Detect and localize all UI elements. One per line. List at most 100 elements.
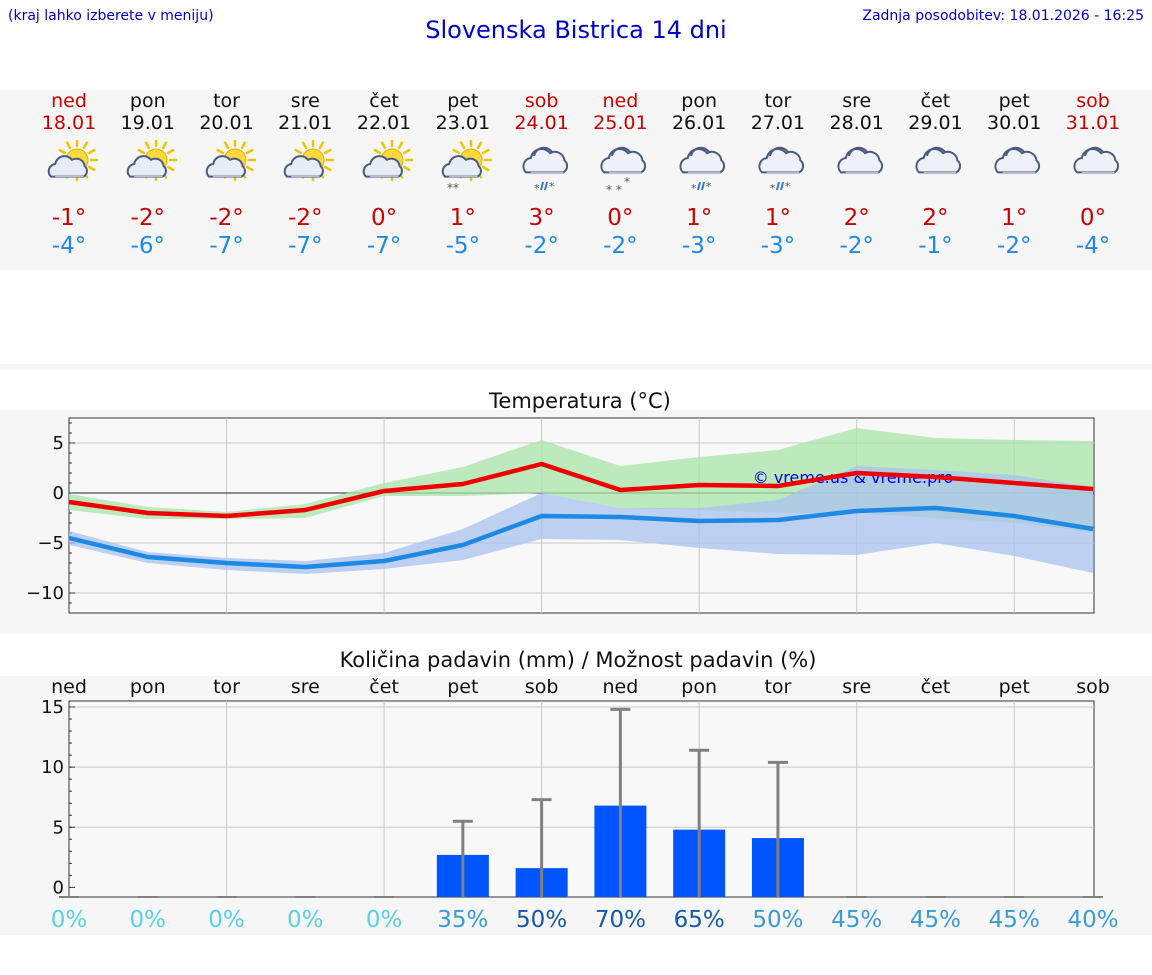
cloud-sleet-icon: * * xyxy=(679,146,726,195)
day-name: pon xyxy=(129,90,166,112)
sun-cloud-icon xyxy=(47,140,99,182)
temp-max: 0° xyxy=(607,205,634,231)
day-date: 30.01 xyxy=(987,112,1042,134)
temp-max: -1° xyxy=(51,205,87,231)
svg-text:*: * xyxy=(534,182,540,195)
temp-min: -7° xyxy=(288,233,323,259)
day-name: tor xyxy=(213,90,240,112)
day-column: sre 28.01 2° -2° xyxy=(818,90,896,260)
day-column: čet 29.01 2° -1° xyxy=(896,90,974,260)
temp-max: 2° xyxy=(922,205,949,231)
page-title: Slovenska Bistrica 14 dni xyxy=(425,16,727,44)
temp-min: -7° xyxy=(209,233,244,259)
weather-icon-wrap xyxy=(915,146,962,174)
sun-cloud-icon xyxy=(205,140,256,182)
precip-band xyxy=(0,676,1152,935)
temp-min: -6° xyxy=(130,233,165,259)
weather-icon-wrap: ** xyxy=(679,146,726,195)
weather-icon-wrap xyxy=(994,146,1041,174)
day-date: 28.01 xyxy=(829,112,884,134)
last-update: Zadnja posodobitev: 18.01.2026 - 16:25 xyxy=(862,8,1144,24)
day-column: pon 26.01 * * 1° -3° xyxy=(660,90,738,260)
weather-icon-wrap: ** xyxy=(522,146,568,195)
temp-max: 1° xyxy=(686,205,713,231)
day-column: pet 23.01 ** 1° -5° xyxy=(424,90,502,260)
sun-cloud-icon xyxy=(362,140,414,182)
weather-icon-wrap xyxy=(362,140,414,182)
temp-max: -2° xyxy=(130,205,165,231)
day-date: 25.01 xyxy=(593,112,648,134)
cloud-icon xyxy=(994,146,1041,174)
day-name: sre xyxy=(842,90,872,112)
cloud-snow-icon: * ** xyxy=(600,146,647,197)
sun-cloud-icon xyxy=(284,140,335,182)
day-date: 29.01 xyxy=(908,112,963,134)
day-date: 31.01 xyxy=(1065,112,1121,134)
precip-title: Količina padavin (mm) / Možnost padavin … xyxy=(340,648,817,672)
weather-icon-wrap: ** xyxy=(758,146,804,195)
weather-icon-wrap xyxy=(47,140,99,182)
svg-text:*: * xyxy=(785,180,791,193)
temp-min: -2° xyxy=(603,233,638,259)
temp-min: -4° xyxy=(1075,233,1111,259)
day-name: sob xyxy=(524,90,559,112)
temp-max: 1° xyxy=(764,205,791,231)
temp-max: -2° xyxy=(209,205,244,231)
weather-icon-wrap xyxy=(126,140,178,182)
region-hint: (kraj lahko izberete v meniju) xyxy=(8,8,214,24)
day-date: 18.01 xyxy=(41,112,97,134)
weather-icon-wrap: * ** xyxy=(600,146,647,197)
sun-cloud-icon xyxy=(126,140,178,182)
day-name: pet xyxy=(998,90,1030,112)
svg-text:*: * xyxy=(624,175,630,189)
temp-min: -4° xyxy=(51,233,87,259)
day-column: tor 20.01 -2° -7° xyxy=(188,90,266,260)
day-name: pon xyxy=(681,90,718,112)
cloud-sleet-icon: * * xyxy=(522,146,568,195)
separator-band xyxy=(0,364,1152,370)
day-date: 22.01 xyxy=(356,112,412,134)
day-name: sre xyxy=(290,90,320,112)
day-name: čet xyxy=(369,90,399,112)
day-column: ned 18.01 -1° -4° xyxy=(30,90,108,260)
day-column: sre 21.01 -2° -7° xyxy=(266,90,344,260)
day-date: 20.01 xyxy=(199,112,254,134)
cloud-icon xyxy=(915,146,962,174)
svg-text:**: ** xyxy=(447,181,459,195)
weather-icon-wrap xyxy=(284,140,335,182)
cloud-icon xyxy=(1073,146,1120,174)
svg-text:*: * xyxy=(691,182,697,195)
day-column: pet 30.01 1° -2° xyxy=(975,90,1053,260)
weather-icon-wrap xyxy=(205,140,256,182)
temp-min: -5° xyxy=(445,233,481,259)
weather-icon-wrap xyxy=(837,146,883,174)
day-date: 19.01 xyxy=(120,112,175,134)
temp-min: -7° xyxy=(366,233,402,259)
day-name: čet xyxy=(920,90,951,112)
day-column: čet 22.01 0° -7° xyxy=(345,90,423,260)
cloud-icon xyxy=(837,146,883,174)
cloud-sleet-icon: * * xyxy=(758,146,804,195)
temp-max: 0° xyxy=(371,205,398,231)
weather-icon-wrap xyxy=(1073,146,1120,174)
sun-cloud-snow-icon: ** xyxy=(441,140,493,195)
svg-text:* *: * * xyxy=(606,183,622,197)
temp-max: 1° xyxy=(449,205,476,231)
temp-min: -2° xyxy=(524,233,559,259)
day-column: pon 19.01 -2° -6° xyxy=(109,90,187,260)
day-column: tor 27.01 * * 1° -3° xyxy=(739,90,817,260)
day-date: 23.01 xyxy=(435,112,491,134)
temp-min: -2° xyxy=(839,233,874,259)
temp-max: 0° xyxy=(1079,205,1107,231)
day-name: tor xyxy=(764,90,792,112)
temp-min: -3° xyxy=(760,233,796,259)
day-name: sob xyxy=(1076,90,1110,112)
svg-text:*: * xyxy=(770,182,776,195)
temp-max: 2° xyxy=(843,205,870,231)
day-date: 24.01 xyxy=(514,112,569,134)
day-column: sob 24.01 * * 3° -2° xyxy=(503,90,581,260)
temp-min: -1° xyxy=(918,233,953,259)
temperature-band xyxy=(0,410,1152,634)
day-name: ned xyxy=(51,90,87,112)
temp-max: 3° xyxy=(528,205,555,231)
